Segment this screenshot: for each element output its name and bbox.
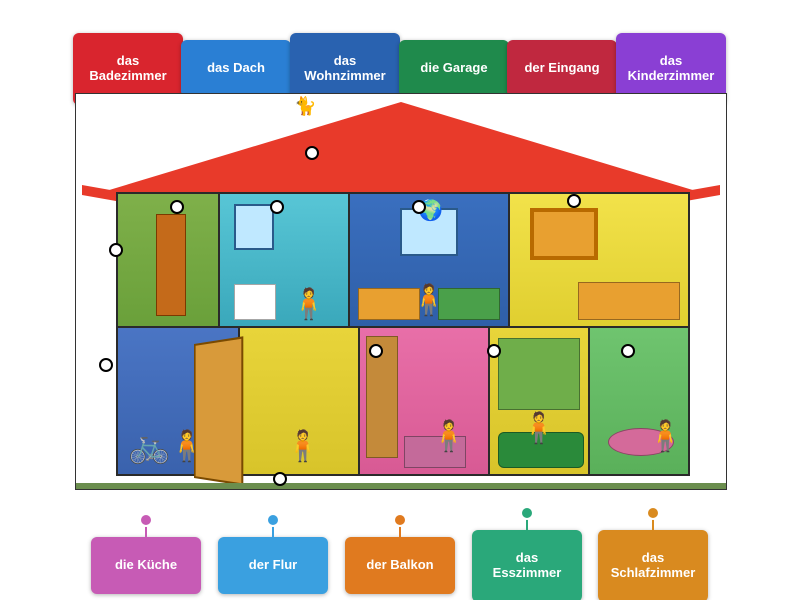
activity-stage: das Badezimmer das Dach das Wohnzimmer d… — [0, 0, 800, 600]
pin-icon — [526, 512, 528, 530]
label-text: das Esszimmer — [493, 550, 562, 580]
label-text: das Schlafzimmer — [611, 550, 696, 580]
label-schlafzimmer[interactable]: das Schlafzimmer — [598, 530, 708, 600]
person-icon: 🧍 — [647, 419, 684, 454]
person-icon: 🧍 — [430, 419, 467, 454]
label-text: das Wohnzimmer — [304, 53, 385, 83]
cat-icon: 🐈 — [294, 96, 316, 117]
room-living: 🧍 — [488, 328, 588, 474]
pin-icon — [652, 512, 654, 530]
label-text: das Badezimmer — [89, 53, 166, 83]
room-entry: 🧍 — [238, 328, 358, 474]
drop-target[interactable] — [305, 146, 319, 160]
room-bedroom — [508, 194, 688, 326]
drop-target[interactable] — [99, 358, 113, 372]
drop-target[interactable] — [567, 194, 581, 208]
pin-icon — [399, 519, 401, 537]
diagram-board: 🐈 🌿 🌱 🧍 — [75, 93, 727, 490]
label-garage[interactable]: die Garage — [399, 40, 509, 97]
pin-icon — [145, 519, 147, 537]
room-bath: 🧍 — [218, 194, 348, 326]
label-text: das Dach — [207, 60, 265, 75]
label-text: die Garage — [420, 60, 487, 75]
bathtub-icon — [234, 284, 276, 320]
bed-icon — [578, 282, 680, 320]
picture-icon — [530, 208, 598, 260]
person-icon: 🧍 — [520, 411, 557, 446]
drop-target[interactable] — [170, 200, 184, 214]
ground — [76, 483, 726, 489]
label-balkon[interactable]: der Balkon — [345, 537, 455, 594]
drop-target[interactable] — [369, 344, 383, 358]
house-roof — [96, 102, 706, 194]
curtain-icon — [498, 338, 580, 410]
person-icon: 🧍 — [284, 429, 321, 464]
drop-target[interactable] — [270, 200, 284, 214]
label-kueche[interactable]: die Küche — [91, 537, 201, 594]
label-text: der Balkon — [366, 557, 433, 572]
window-icon — [234, 204, 274, 250]
door-icon — [156, 214, 186, 316]
label-dach[interactable]: das Dach — [181, 40, 291, 97]
bike-icon: 🚲 — [128, 426, 170, 466]
label-text: das Kinderzimmer — [628, 53, 715, 83]
drop-target[interactable] — [109, 243, 123, 257]
label-eingang[interactable]: der Eingang — [507, 40, 617, 97]
drop-target[interactable] — [621, 344, 635, 358]
front-door — [194, 336, 243, 485]
label-text: der Flur — [249, 557, 297, 572]
drop-target[interactable] — [412, 200, 426, 214]
label-flur[interactable]: der Flur — [218, 537, 328, 594]
person-icon: 🧍 — [410, 283, 447, 318]
room-hall — [118, 194, 218, 326]
pin-icon — [272, 519, 274, 537]
label-text: die Küche — [115, 557, 177, 572]
label-text: der Eingang — [524, 60, 599, 75]
person-icon: 🧍 — [290, 287, 327, 322]
label-esszimmer[interactable]: das Esszimmer — [472, 530, 582, 600]
room-dining: 🧍 — [588, 328, 688, 474]
drop-target[interactable] — [487, 344, 501, 358]
drop-target[interactable] — [273, 472, 287, 486]
